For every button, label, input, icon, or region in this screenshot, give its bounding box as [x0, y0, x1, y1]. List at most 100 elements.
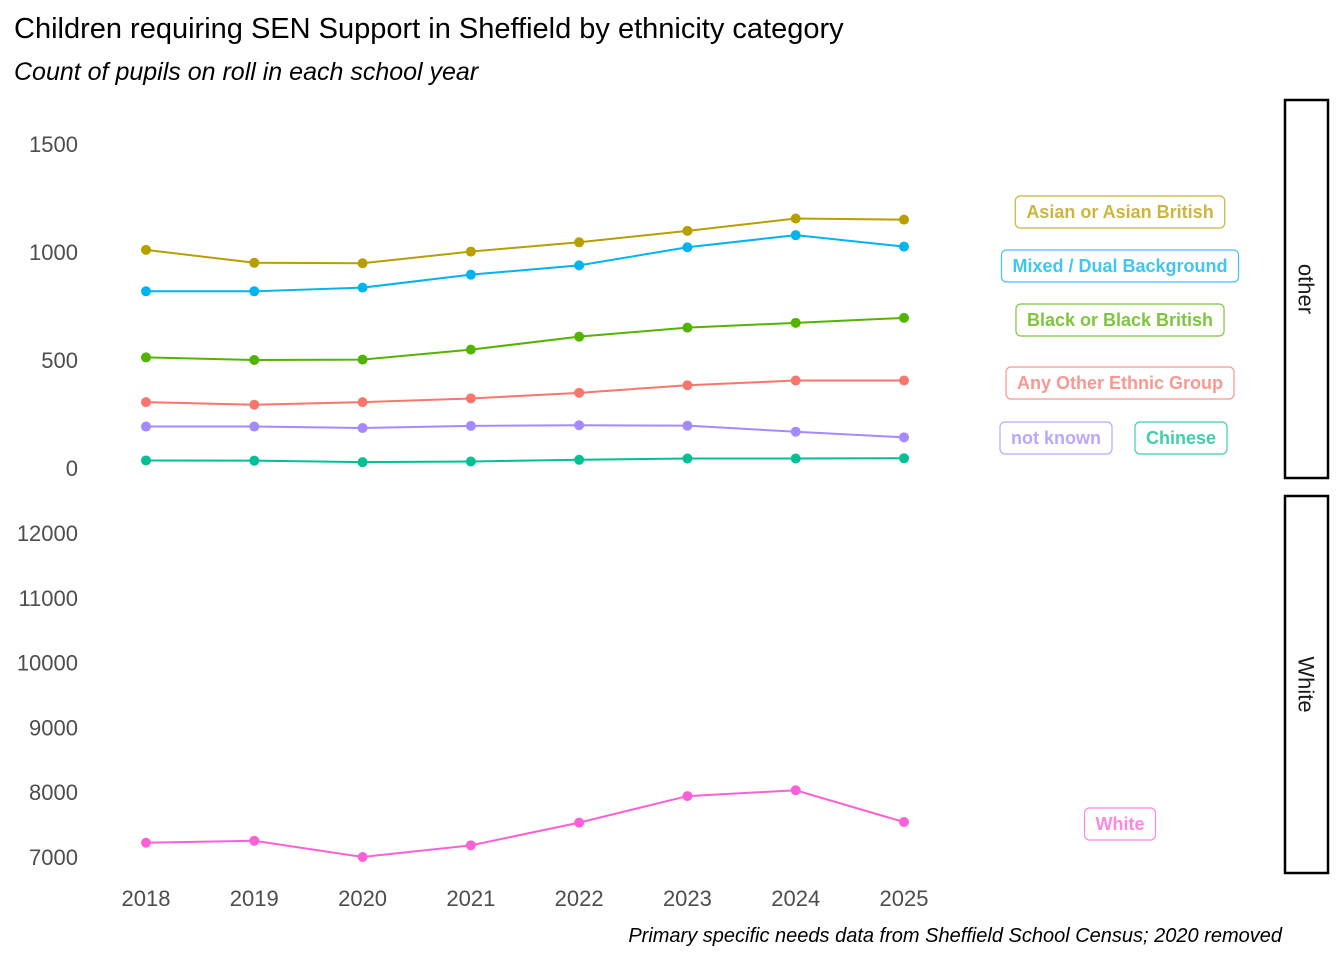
- data-point: [574, 237, 585, 248]
- facet-strip: White: [1283, 494, 1330, 875]
- y-tick-label: 500: [41, 348, 78, 373]
- data-point: [357, 354, 368, 365]
- series-label-text: Any Other Ethnic Group: [1017, 373, 1223, 393]
- data-point: [790, 453, 801, 464]
- data-point: [465, 246, 476, 257]
- data-point: [790, 213, 801, 224]
- chart-title: Children requiring SEN Support in Sheffi…: [14, 13, 844, 45]
- data-point: [141, 352, 151, 363]
- series-label: White: [1083, 807, 1157, 841]
- data-point: [357, 457, 368, 468]
- series-label-text: White: [1096, 814, 1145, 834]
- y-tick-label: 8000: [29, 780, 78, 805]
- data-point: [574, 420, 585, 431]
- data-point: [357, 852, 368, 862]
- data-point: [682, 380, 693, 391]
- series-any-other-ethnic-group: [141, 375, 909, 410]
- data-point: [899, 375, 909, 386]
- x-tick-label: 2025: [880, 886, 929, 911]
- data-point: [465, 420, 476, 431]
- panel-white: 7000 8000 9000 10000 11000 12000 White White: [17, 494, 1330, 875]
- data-point: [574, 331, 585, 342]
- data-point: [249, 286, 260, 297]
- data-point: [141, 837, 151, 848]
- series-label-text: not known: [1011, 428, 1101, 448]
- data-point: [141, 286, 151, 297]
- y-tick-label: 0: [66, 456, 78, 481]
- series-label-text: Black or Black British: [1027, 310, 1213, 330]
- series-line: [146, 234, 905, 293]
- data-point: [899, 214, 909, 225]
- data-point: [899, 817, 909, 828]
- data-point: [682, 225, 693, 236]
- x-tick-label: 2022: [555, 886, 604, 911]
- data-point: [790, 785, 801, 796]
- data-point: [790, 375, 801, 386]
- data-point: [141, 244, 151, 255]
- data-point: [357, 258, 368, 269]
- series-line: [145, 789, 905, 859]
- data-point: [574, 817, 585, 828]
- chart-panels: 0 500 1000 1500 Asian or Asian British Mixed …: [17, 98, 1330, 875]
- data-point: [357, 282, 368, 293]
- chart-caption: Primary specific needs data from Sheffie…: [628, 925, 1283, 947]
- series-label-text: Asian or Asian British: [1026, 202, 1213, 222]
- series-label-text: Chinese: [1146, 428, 1216, 448]
- chart-subtitle: Count of pupils on roll in each school y…: [14, 58, 480, 86]
- facet-strip-label: White: [1294, 656, 1319, 712]
- data-point: [574, 260, 585, 271]
- series-label: not known: [999, 421, 1113, 455]
- series-line: [146, 424, 905, 439]
- data-point: [249, 455, 260, 466]
- series-asian-or-asian-british: [141, 213, 909, 269]
- series-label: Any Other Ethnic Group: [1005, 366, 1235, 400]
- series-label: Asian or Asian British: [1014, 195, 1226, 229]
- series-label-text: Mixed / Dual Background: [1012, 256, 1227, 276]
- data-point: [574, 454, 585, 465]
- facet-strip: other: [1283, 98, 1330, 480]
- data-point: [465, 840, 476, 851]
- series-line: [145, 217, 905, 265]
- data-point: [899, 241, 909, 252]
- data-point: [249, 399, 260, 410]
- series-white: [141, 785, 909, 862]
- series-line: [145, 379, 904, 406]
- series-line: [145, 316, 905, 362]
- y-tick-label: 1500: [29, 132, 78, 157]
- series-black-or-black-british: [141, 312, 909, 365]
- x-tick-label: 2020: [338, 886, 387, 911]
- data-point: [465, 393, 476, 404]
- x-axis: 2018 2019 2020 2021 2022 2023 2024 2025: [122, 886, 929, 911]
- y-tick-label: 11000: [18, 586, 78, 611]
- data-point: [574, 387, 585, 398]
- data-point: [357, 423, 368, 434]
- x-tick-label: 2021: [446, 886, 495, 911]
- data-point: [682, 791, 693, 802]
- data-point: [790, 426, 801, 437]
- y-tick-label: 7000: [29, 845, 78, 870]
- series-label: Mixed / Dual Background: [1000, 249, 1240, 283]
- x-tick-label: 2024: [771, 886, 820, 911]
- series-not-known: [141, 420, 909, 443]
- series-label: Black or Black British: [1015, 303, 1225, 337]
- data-point: [141, 421, 151, 432]
- data-point: [465, 269, 476, 280]
- data-point: [682, 322, 693, 333]
- data-point: [249, 421, 260, 432]
- x-tick-label: 2018: [122, 886, 171, 911]
- data-point: [899, 312, 909, 323]
- data-point: [141, 397, 151, 408]
- data-point: [465, 344, 476, 355]
- data-point: [357, 397, 368, 408]
- data-point: [682, 420, 693, 431]
- y-tick-label: 10000: [17, 651, 78, 676]
- data-point: [465, 456, 476, 467]
- series-mixed-dual-background: [141, 230, 909, 297]
- data-point: [790, 230, 801, 241]
- series-line: [145, 457, 905, 464]
- x-tick-label: 2019: [230, 886, 279, 911]
- data-point: [141, 455, 151, 466]
- data-point: [790, 317, 801, 328]
- series-label: Chinese: [1134, 421, 1228, 455]
